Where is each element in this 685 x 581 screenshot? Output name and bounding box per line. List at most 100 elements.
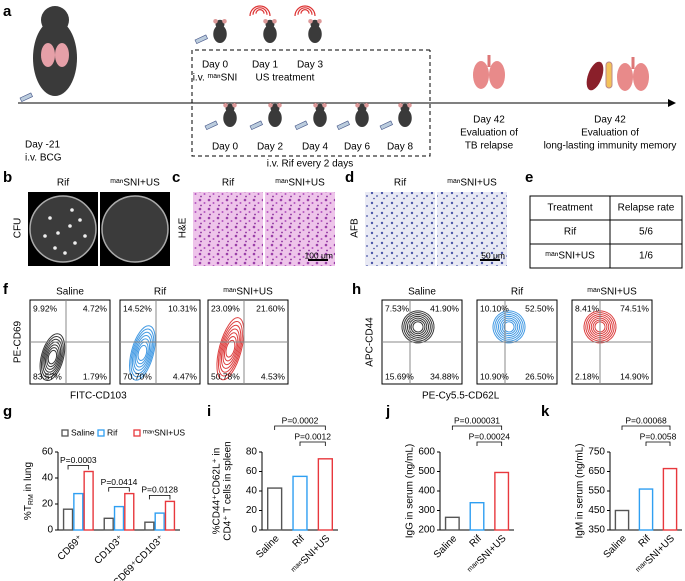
spleen-icon (586, 61, 604, 91)
contour (46, 347, 59, 368)
significance-bracket (299, 441, 326, 446)
contour (403, 312, 433, 342)
table-header: Treatment (547, 203, 592, 214)
bar (638, 488, 654, 531)
quadrant-label: 10.10% (480, 303, 509, 313)
panel-label: b (3, 169, 12, 186)
bar (144, 521, 155, 531)
lung-icon (473, 61, 489, 89)
bar (444, 516, 460, 531)
mouse-icon (263, 25, 277, 43)
colony (63, 251, 67, 255)
bar (124, 492, 135, 531)
ultrasound-icon (249, 5, 271, 17)
axis-label: AFB (350, 218, 361, 238)
timeline-label: Day 42 (473, 115, 505, 126)
syringe-icon (19, 92, 33, 103)
panel-label: c (172, 169, 180, 186)
group-label: ᵐᵃⁿSNI+US (447, 178, 497, 189)
y-tick-label: 600 (418, 447, 435, 458)
ultrasound-icon (252, 7, 268, 15)
contour (217, 320, 243, 377)
mouse-icon (355, 103, 360, 108)
quadrant-label: 7.53% (385, 303, 410, 313)
plot-title: ᵐᵃⁿSNI+US (223, 287, 273, 298)
y-tick-label: 650 (588, 466, 605, 477)
group-label: Rif (57, 178, 69, 189)
panel-label: e (525, 169, 533, 186)
contour (585, 312, 615, 342)
mouse-icon (225, 103, 235, 113)
syringe-icon (379, 120, 393, 131)
micrograph (437, 192, 507, 266)
x-tick-label: Rif (291, 533, 308, 550)
treatment-bracket (191, 49, 431, 157)
significance-bracket (645, 441, 671, 446)
group-label: Rif (394, 178, 406, 189)
mouse-icon (407, 103, 412, 108)
y-tick-label: 200 (418, 525, 435, 536)
timeline-label: i.v. ᵐᵃⁿSNI (193, 73, 238, 84)
legend-swatch (97, 429, 105, 437)
significance-bracket (148, 495, 171, 500)
contour (590, 317, 610, 337)
y-axis-label: RM (28, 494, 35, 505)
panel-label: h (352, 281, 361, 298)
plot-title: Rif (154, 287, 166, 298)
plot-title: Saline (408, 287, 436, 298)
contour (410, 319, 426, 335)
y-axis-label: %TRM in lung (23, 462, 36, 520)
timeline-label: Day -21 (25, 140, 60, 151)
ultrasound-icon (294, 5, 316, 17)
mouse-icon (268, 109, 282, 127)
ultrasound-icon (255, 9, 265, 14)
contour (587, 314, 613, 340)
contour (130, 328, 155, 378)
mouse-icon (41, 6, 69, 34)
colony (53, 246, 57, 250)
contour (129, 325, 156, 381)
colony (43, 234, 47, 238)
x-tick-label: Saline (432, 533, 460, 561)
mouse-icon (308, 19, 313, 24)
x-tick-label: Rif (468, 533, 485, 550)
contour (44, 344, 60, 370)
legend-swatch (61, 429, 69, 437)
quadrant-label: 41.90% (430, 303, 459, 313)
bar (614, 509, 630, 531)
panel-label: j (385, 403, 390, 420)
quadrant-label: 70.70% (123, 371, 152, 381)
axis-label: FITC-CD103 (70, 391, 127, 402)
y-tick-label: 40 (246, 486, 258, 497)
quadrant-label: 9.92% (33, 303, 58, 313)
p-value: P=0.0002 (282, 415, 319, 425)
quadrant-label: 50.78% (211, 371, 240, 381)
y-tick-label: 300 (418, 505, 435, 516)
x-tick-label: CD69⁺ (56, 533, 86, 563)
quadrant-label: 2.18% (575, 371, 600, 381)
mouse-icon (213, 25, 227, 43)
panel-label: g (3, 403, 12, 420)
mouse-icon (355, 109, 369, 127)
y-tick-label: 400 (418, 486, 435, 497)
timeline-label: Day 42 (594, 115, 626, 126)
p-value: P=0.00024 (469, 431, 511, 441)
y-tick-label: 20 (246, 505, 258, 516)
lung-icon (633, 63, 649, 91)
syringe-icon (294, 120, 308, 131)
p-value: P=0.0003 (60, 455, 97, 465)
quadrant-label: 4.53% (261, 371, 286, 381)
colony (78, 218, 82, 222)
mouse-icon (270, 103, 280, 113)
significance-bracket (621, 425, 671, 430)
quadrant-label: 21.60% (256, 303, 285, 313)
mouse-icon (313, 103, 318, 108)
lung-icon (489, 61, 505, 89)
timeline-label: i.v. BCG (25, 153, 62, 164)
colony (70, 208, 74, 212)
ultrasound-icon (297, 7, 313, 15)
significance-bracket (476, 441, 503, 446)
panel-label: k (541, 403, 550, 420)
panel-label: a (3, 3, 12, 20)
